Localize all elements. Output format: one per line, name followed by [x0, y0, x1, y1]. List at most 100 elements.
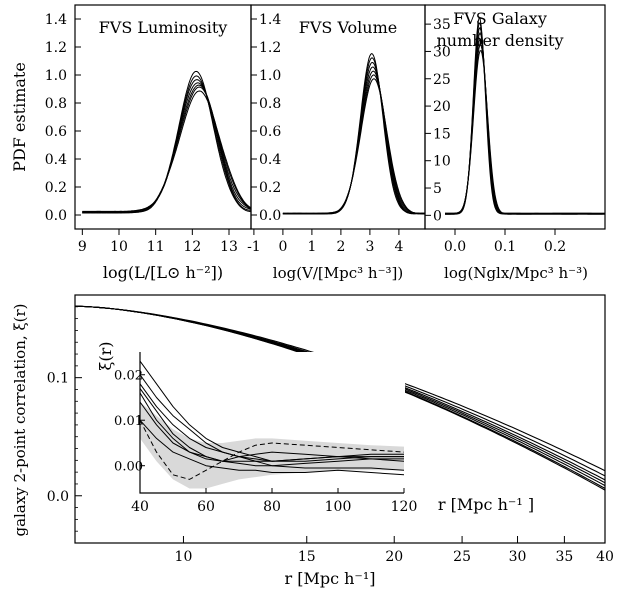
y-tick-label: 1.0	[45, 68, 67, 84]
correlation-frame	[74, 294, 606, 544]
luminosity-x-ticks: 9 10 11 12 13	[78, 229, 238, 255]
inset-curves	[139, 360, 405, 480]
x-tick-label: 40	[131, 499, 149, 515]
volume-xlabel: log(V/[Mpc³ h⁻³])	[273, 264, 403, 282]
number-density-title-line2: number density	[436, 31, 563, 50]
luminosity-frame	[74, 4, 252, 230]
pdf-curve	[282, 78, 425, 215]
pdf-curve	[82, 75, 252, 214]
y-tick-label: 0.2	[259, 180, 281, 196]
pdf-curve	[282, 57, 426, 215]
number-density-x-ticks: 0.0 0.1 0.2	[444, 229, 566, 255]
y-tick-label: 25	[433, 72, 451, 88]
volume-y-ticks: 0.0 0.2 0.4 0.6 0.8 1.0 1.2 1.4	[251, 12, 281, 224]
x-tick-label: 4	[394, 239, 403, 255]
y-tick-label: 20	[433, 99, 451, 115]
pdf-curve	[82, 70, 252, 214]
x-tick-label: 10	[175, 549, 193, 565]
luminosity-panel: 9 10 11 12 13 0.0 0.2 0.4 0.6 0.8 1.0 1.2 1.4 FVS L…	[10, 4, 252, 282]
x-tick-label: 12	[183, 239, 201, 255]
pdf-curve	[282, 53, 425, 215]
number-density-title: FVS Galaxy	[453, 9, 547, 28]
x-tick-label: 1	[307, 239, 316, 255]
y-tick-label: 0.02	[114, 369, 143, 384]
luminosity-curves	[82, 70, 252, 214]
luminosity-xlabel: log(L/[L⊙ h⁻²])	[103, 263, 223, 282]
x-tick-label: 13	[220, 239, 238, 255]
luminosity-ylabel: PDF estimate	[10, 62, 29, 172]
x-tick-label: 35	[555, 549, 573, 565]
pdf-curve	[282, 70, 426, 215]
pdf-curve	[445, 31, 605, 215]
inset-x-ticks: 40 60 80 100 120	[131, 488, 417, 515]
number-density-panel: 0.0 0.1 0.2 0 5 10 15 20 25 30 35 FVS Galaxy numb…	[424, 4, 606, 282]
pdf-curve	[445, 22, 605, 215]
y-tick-label: 0.8	[45, 96, 67, 112]
correlation-xlabel: r [Mpc h⁻¹]	[284, 569, 375, 588]
x-tick-label: 0	[278, 239, 287, 255]
inset-curve	[139, 401, 405, 471]
y-tick-label: 0.2	[45, 180, 67, 196]
y-tick-label: 0.0	[47, 489, 69, 505]
inset-ylabel: ξ(r)	[96, 342, 115, 371]
number-density-y-ticks: 0 5 10 15 20 25 30 35	[425, 17, 451, 224]
y-tick-label: 30	[433, 44, 451, 60]
y-tick-label: 0.4	[45, 152, 67, 168]
x-tick-label: 120	[391, 499, 418, 515]
pdf-curve	[445, 37, 605, 215]
inset-xlabel: r [Mpc h⁻¹ ]	[438, 495, 534, 514]
y-tick-label: 0.6	[259, 124, 281, 140]
x-tick-label: 25	[453, 549, 471, 565]
pdf-curve	[445, 26, 605, 215]
correlation-ylabel: galaxy 2-point correlation, ξ(r)	[11, 303, 29, 536]
inset-panel: 40 60 80 100 120 0.00 0.01 0.02 ξ(r) r [Mpc h⁻…	[96, 342, 534, 515]
y-tick-label: 1.4	[45, 12, 67, 28]
x-tick-label: 30	[509, 549, 527, 565]
y-tick-label: 1.2	[259, 40, 281, 56]
pdf-curve	[82, 82, 252, 214]
inset-dashed-curve	[139, 419, 405, 480]
y-tick-label: 15	[433, 126, 451, 142]
pdf-curve	[82, 90, 252, 214]
y-tick-label: 35	[433, 17, 451, 33]
y-tick-label: 1.4	[259, 12, 281, 28]
volume-panel: -1 0 1 2 3 4 0.0 0.2 0.4 0.6 0.8 1.0 1.2 1.4 FVS Vol…	[247, 4, 426, 282]
volume-x-ticks: -1 0 1 2 3 4	[247, 229, 403, 255]
x-tick-label: 0.2	[544, 239, 566, 255]
y-tick-label: 0	[433, 208, 442, 224]
luminosity-y-ticks: 0.0 0.2 0.4 0.6 0.8 1.0 1.2 1.4	[45, 12, 81, 224]
y-tick-label: 0.0	[259, 208, 281, 224]
pdf-curve	[82, 79, 252, 214]
inset-curve	[139, 419, 405, 476]
y-tick-label: 1.2	[45, 40, 67, 56]
x-tick-label: 0.1	[494, 239, 516, 255]
x-tick-label: 60	[197, 499, 215, 515]
y-tick-label: 0.6	[45, 124, 67, 140]
correlation-y-ticks: 0.0 0.1	[47, 306, 82, 532]
pdf-curve	[445, 49, 605, 215]
inset-y-ticks: 0.00 0.01 0.02	[114, 369, 145, 475]
x-tick-label: 80	[263, 499, 281, 515]
x-tick-label: 40	[596, 549, 614, 565]
pdf-curve	[445, 44, 605, 215]
y-tick-label: 0.00	[114, 460, 143, 475]
x-tick-label: 11	[147, 239, 165, 255]
pdf-curve	[82, 86, 252, 214]
y-tick-label: 5	[433, 181, 442, 197]
y-tick-label: 0.0	[45, 208, 67, 224]
pdf-curve	[282, 61, 426, 215]
pdf-curve	[282, 66, 426, 215]
volume-title: FVS Volume	[299, 18, 397, 37]
x-tick-label: 100	[325, 499, 352, 515]
y-tick-label: 10	[433, 154, 451, 170]
inset-band	[140, 402, 404, 489]
x-tick-label: -1	[247, 239, 261, 255]
inset-confidence-band	[140, 402, 404, 489]
number-density-curves	[445, 17, 605, 215]
luminosity-title: FVS Luminosity	[99, 18, 228, 37]
inset-curve	[139, 392, 405, 462]
y-tick-label: 1.0	[259, 68, 281, 84]
x-tick-label: 20	[385, 549, 403, 565]
number-density-xlabel: log(Nglx/Mpc³ h⁻³)	[444, 264, 588, 282]
